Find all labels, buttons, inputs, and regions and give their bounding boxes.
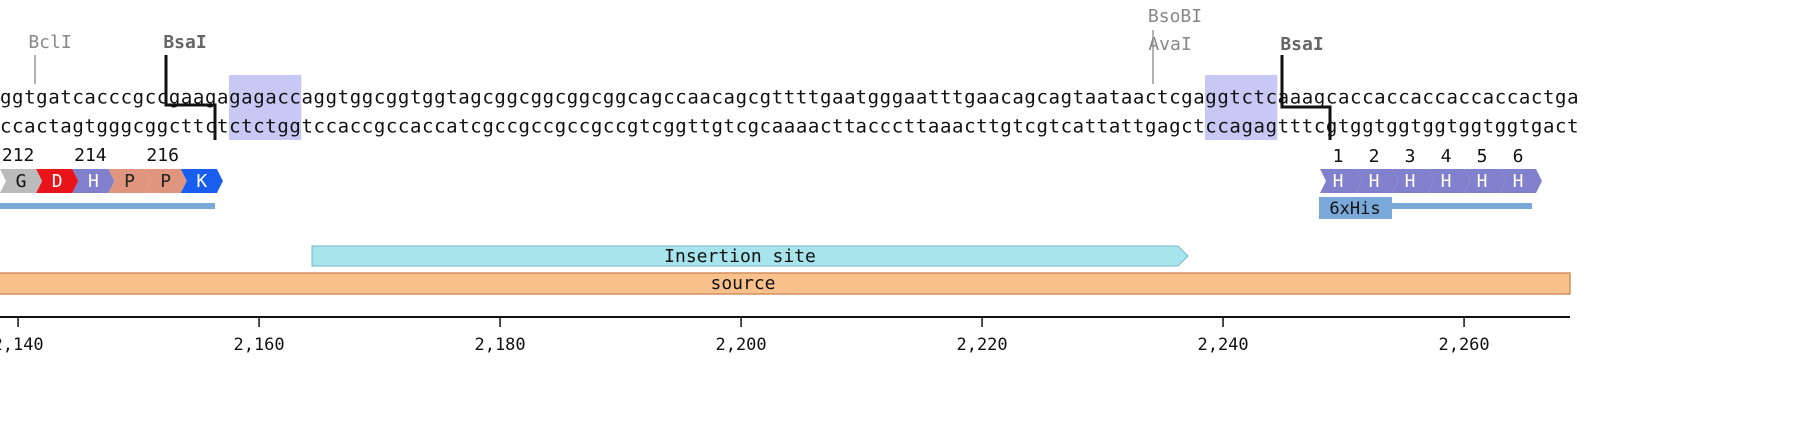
axis-tick-label: 2,180: [474, 335, 525, 355]
residue: [144, 169, 187, 193]
enzyme-label: BclI: [28, 32, 71, 53]
residue-letter: H: [1333, 171, 1344, 192]
residue-number: 2: [1369, 146, 1380, 167]
residue: [108, 169, 151, 193]
residue-letter: G: [16, 171, 27, 192]
residue-letter: K: [196, 171, 207, 192]
axis-tick-label: 2,140: [0, 335, 44, 355]
residue-letter: P: [124, 171, 135, 192]
residue: [1392, 169, 1434, 193]
residue-letter: P: [160, 171, 171, 192]
bottom-strand: acccttaaacttgtcgtcattattgagctccagagtttcg…: [856, 116, 1579, 138]
bottom-strand: ccactagtgggcggcttctctctggtccaccgccaccatc…: [0, 116, 856, 138]
residue-letter: H: [1405, 171, 1416, 192]
residue: [1356, 169, 1398, 193]
residue-letter: D: [52, 171, 63, 192]
axis-tick-label: 2,260: [1438, 335, 1489, 355]
residue: [72, 169, 115, 193]
axis-tick-label: 2,220: [956, 335, 1007, 355]
enzyme-label: BsoBI: [1148, 6, 1202, 27]
feature-label: source: [710, 273, 775, 294]
residue-number: 1: [1333, 146, 1344, 167]
residue-number: 3: [1405, 146, 1416, 167]
residue: [36, 169, 79, 193]
residue: [180, 169, 223, 193]
enzyme-label: AvaI: [1148, 34, 1191, 55]
residue-letter: H: [88, 171, 99, 192]
residue: [1464, 169, 1506, 193]
residue-number: 5: [1477, 146, 1488, 167]
cut-mark: [164, 55, 217, 140]
insertion-feature: [311, 245, 1189, 267]
residue-letter: H: [1369, 171, 1380, 192]
feature-label: 6xHis: [1329, 199, 1380, 219]
top-strand: ggtgatcacccgccgaagagagaccaggtggcggtggtag…: [0, 87, 856, 109]
feature-bar: [1392, 203, 1532, 209]
axis-tick-label: 2,200: [715, 335, 766, 355]
residue: [1320, 169, 1362, 193]
source-feature: [0, 272, 1571, 295]
residue-number: 4: [1441, 146, 1452, 167]
residue: [0, 169, 43, 193]
residue-letter: H: [1513, 171, 1524, 192]
residue: [1500, 169, 1542, 193]
feature-label: Insertion site: [664, 246, 816, 267]
residue-letter: H: [1477, 171, 1488, 192]
enzyme-label: BsaI: [163, 32, 206, 53]
feature-label-box: [1319, 197, 1392, 219]
top-strand: tgggaatttgaacagcagtaataactcgaggtctcaaagc…: [856, 87, 1579, 109]
residue-number: 212: [2, 145, 35, 166]
cut-mark: [1280, 55, 1332, 140]
site-highlight: [1205, 75, 1278, 140]
enzyme-label: BsaI: [1280, 34, 1323, 55]
residue-number: 6: [1513, 146, 1524, 167]
residue-number: 214: [74, 145, 107, 166]
axis-tick-label: 2,240: [1197, 335, 1248, 355]
residue-number: 216: [146, 145, 179, 166]
feature-bar: [0, 203, 215, 209]
site-highlight: [228, 75, 302, 140]
axis-tick-label: 2,160: [233, 335, 284, 355]
residue: [1428, 169, 1470, 193]
residue-letter: H: [1441, 171, 1452, 192]
